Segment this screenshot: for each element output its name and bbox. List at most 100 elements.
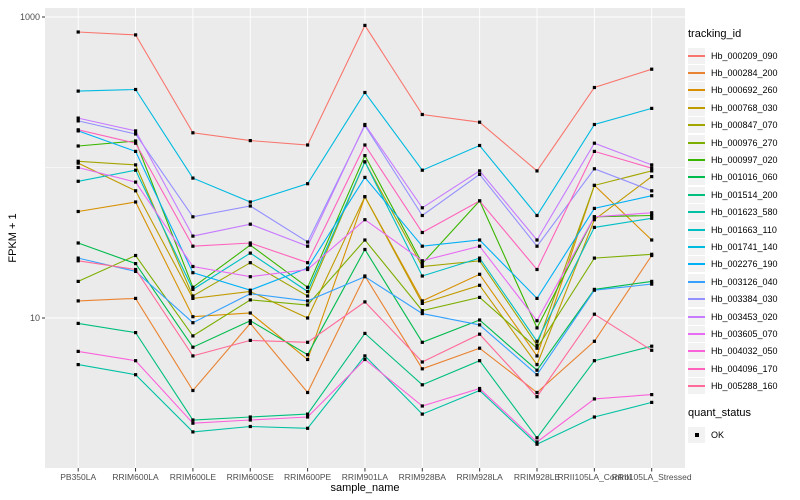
data-point [191, 264, 195, 269]
legend-item-label: Hb_001016_060 [711, 172, 778, 183]
data-point [306, 240, 310, 244]
data-point [76, 159, 80, 163]
data-point [478, 256, 482, 260]
data-point [306, 340, 310, 344]
data-point [535, 373, 539, 377]
data-point [134, 331, 138, 335]
data-point [535, 339, 539, 343]
legend-item-label: Hb_001741_140 [711, 241, 778, 252]
x-tick-label: RRIM901LA [342, 472, 389, 482]
legend-key [688, 65, 705, 82]
x-axis-title: sample_name [330, 482, 400, 494]
legend-item: Hb_001623_580 [688, 204, 800, 221]
legend-key [688, 99, 705, 116]
data-point [478, 143, 482, 148]
data-point [191, 296, 195, 300]
x-tick-label: RRII105LA_Stressed [612, 472, 692, 482]
data-point [306, 267, 310, 272]
x-tick-label: RRIM600PE [284, 472, 332, 482]
data-point [535, 343, 539, 347]
data-point [76, 161, 80, 165]
data-point [478, 318, 482, 322]
data-point [478, 283, 482, 287]
data-point [478, 244, 482, 248]
legend-item-quant: OK [688, 426, 800, 443]
data-point [191, 285, 195, 289]
data-point [478, 388, 482, 393]
data-point [248, 319, 252, 323]
data-point [248, 424, 252, 429]
legend-item: Hb_000692_260 [688, 82, 800, 99]
data-point [420, 367, 424, 371]
data-point [248, 222, 252, 226]
legend-line-swatch [688, 211, 705, 214]
legend-line-swatch [688, 228, 705, 231]
data-point [191, 176, 195, 180]
legend-line-swatch [688, 159, 705, 162]
legend-key [688, 273, 705, 290]
data-point [592, 397, 596, 401]
data-point [76, 279, 80, 283]
data-point [76, 165, 80, 170]
data-point [363, 331, 367, 335]
data-point [191, 244, 195, 248]
data-point [76, 119, 80, 123]
legend-item-label: Hb_005288_160 [711, 381, 778, 392]
data-point [134, 296, 138, 300]
data-point [248, 338, 252, 342]
data-point [592, 215, 596, 219]
data-point [478, 386, 482, 391]
y-tick-label: 1000 [20, 12, 40, 22]
data-point [478, 359, 482, 363]
legend-quant-status: quant_status OK [688, 407, 800, 443]
data-point [535, 395, 539, 399]
data-point [535, 169, 539, 173]
data-point [650, 238, 654, 242]
legend-quant-rows: OK [688, 426, 800, 443]
data-point [420, 112, 424, 117]
data-point [592, 225, 596, 229]
data-point [535, 436, 539, 440]
data-point [134, 129, 138, 133]
data-point [191, 271, 195, 275]
data-point [76, 241, 80, 245]
data-point [248, 204, 252, 208]
data-point [420, 299, 424, 303]
data-point [650, 213, 654, 218]
data-point [191, 334, 195, 338]
data-point [191, 421, 195, 425]
data-point [420, 312, 424, 316]
x-tick-label: RRIM928LA [456, 472, 503, 482]
data-point [420, 206, 424, 210]
legend-key [688, 291, 705, 308]
data-point [363, 175, 367, 179]
data-point [76, 321, 80, 325]
data-point [478, 169, 482, 173]
data-point [306, 299, 310, 303]
legend-item: Hb_003126_040 [688, 273, 800, 290]
legend-key [688, 152, 705, 169]
data-point [478, 332, 482, 336]
data-point [134, 373, 138, 377]
data-point [650, 163, 654, 167]
data-point [420, 412, 424, 416]
legend-item-label: Hb_001663_110 [711, 224, 777, 235]
data-point [248, 275, 252, 279]
legend-item-label: Hb_001623_580 [711, 207, 778, 218]
legend-item-label: Hb_000692_260 [711, 85, 778, 96]
data-point [592, 312, 596, 316]
data-point [420, 262, 424, 266]
data-point [650, 106, 654, 110]
x-tick-label: PB350LA [60, 472, 96, 482]
legend-line-swatch [688, 367, 705, 370]
legend-line-swatch [688, 280, 705, 283]
data-point [650, 169, 654, 173]
legend-item: Hb_000768_030 [688, 99, 800, 116]
data-point [650, 393, 654, 397]
legend-item-label: Hb_003453_020 [711, 311, 778, 322]
data-point [478, 259, 482, 263]
data-point [76, 363, 80, 367]
data-point [248, 200, 252, 204]
data-point [363, 90, 367, 95]
data-point [134, 132, 138, 136]
